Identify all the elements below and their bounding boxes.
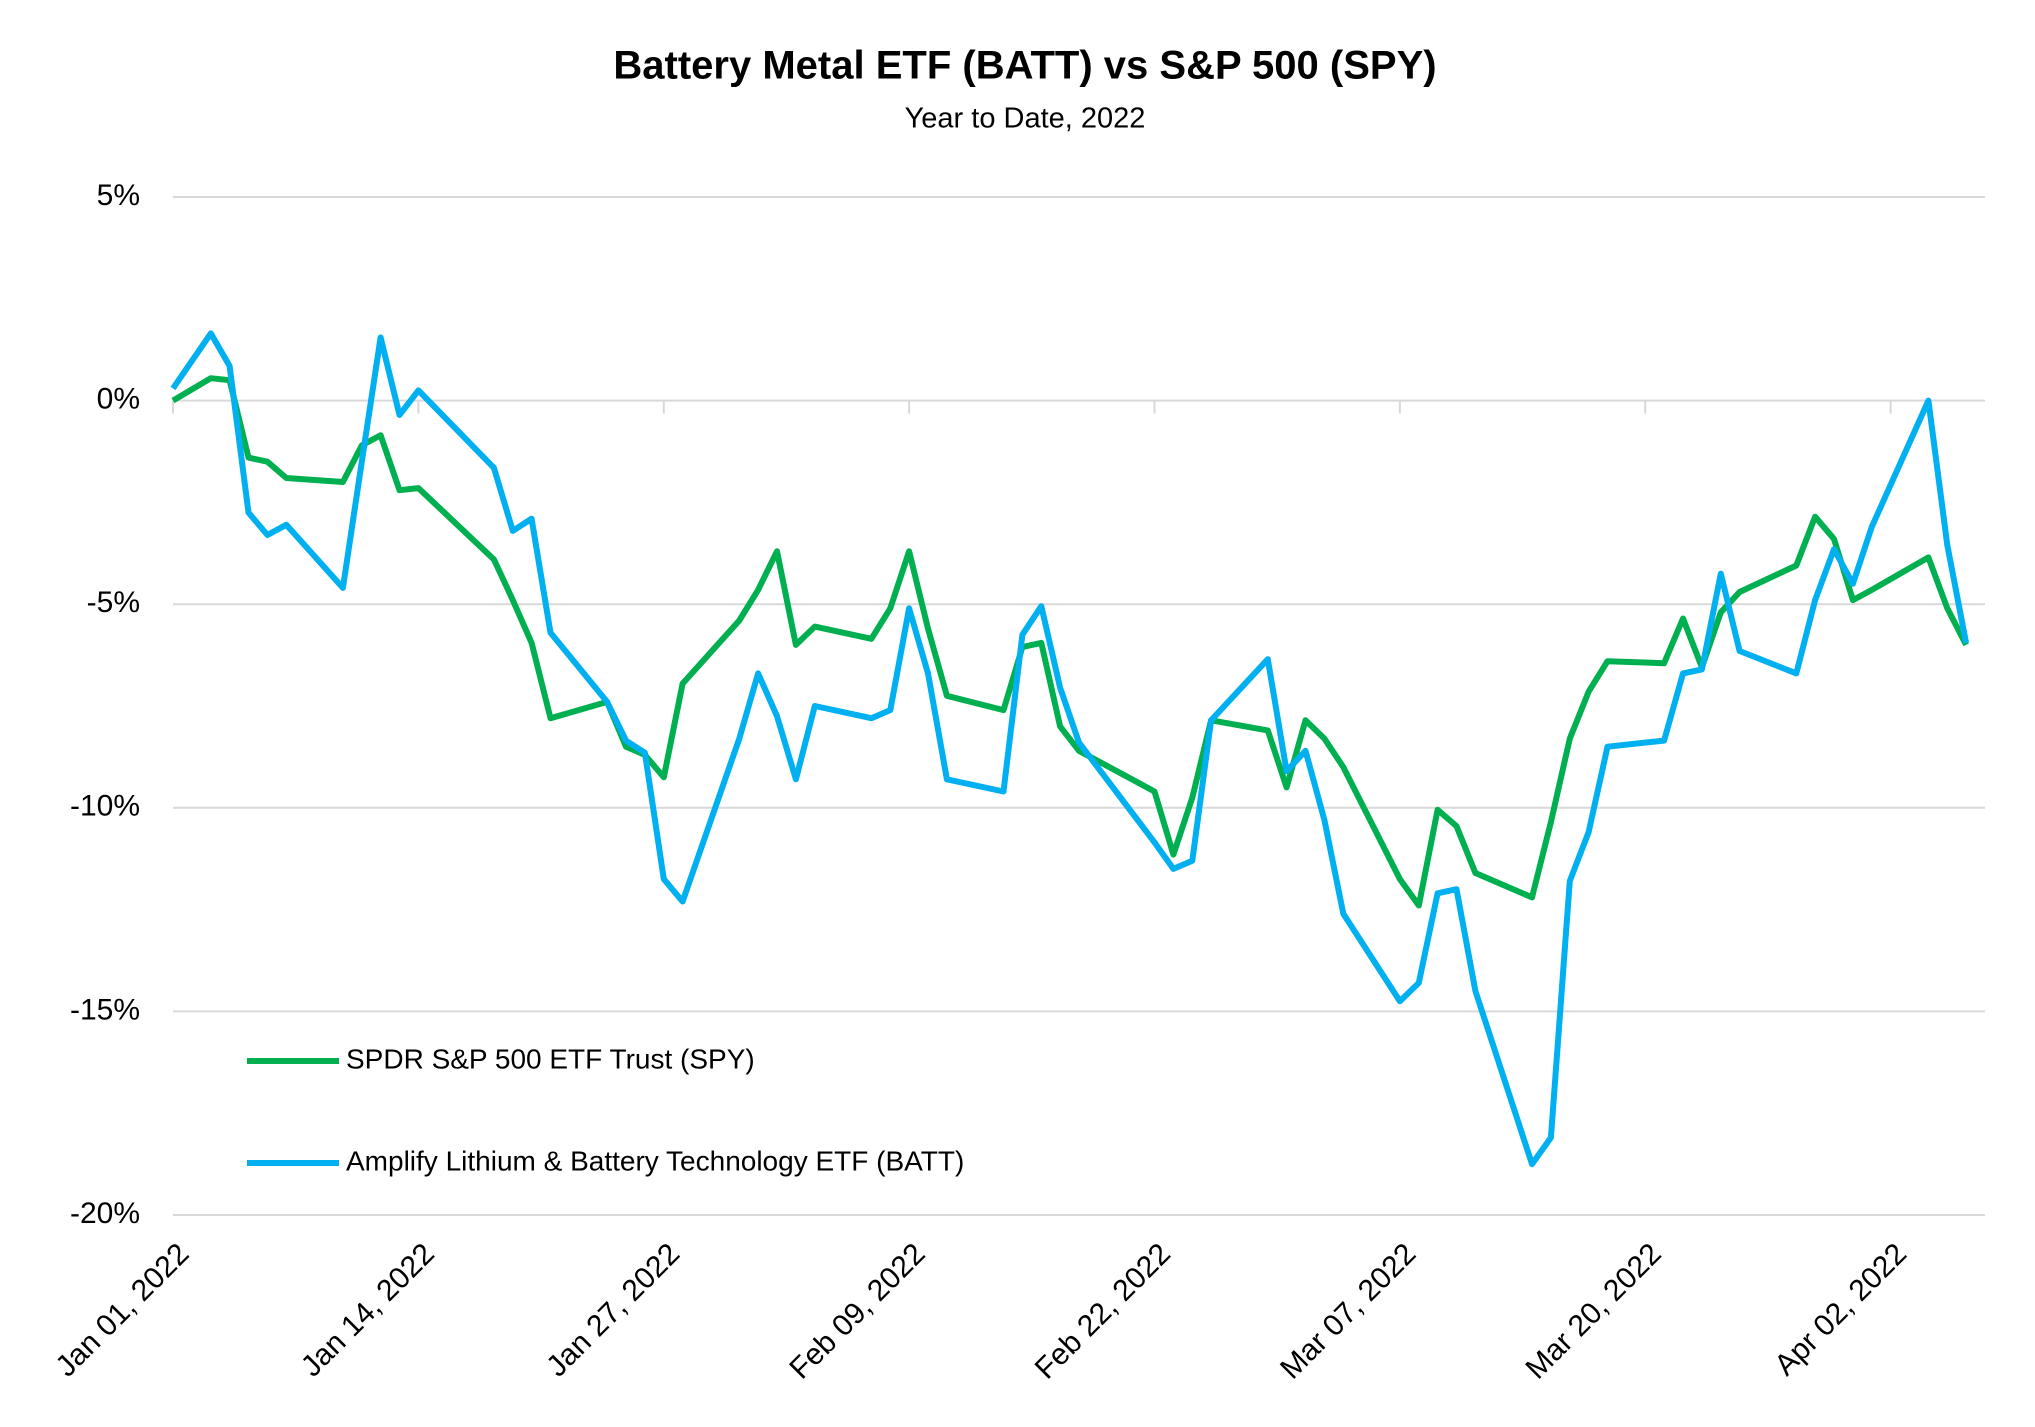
y-tick-label: -15% xyxy=(70,993,140,1026)
chart-subtitle: Year to Date, 2022 xyxy=(905,103,1146,135)
x-tick-label: Feb 09, 2022 xyxy=(783,1237,931,1385)
chart-title: Battery Metal ETF (BATT) vs S&P 500 (SPY… xyxy=(613,44,1436,88)
series-line xyxy=(171,375,1969,909)
x-tick-label: Jan 14, 2022 xyxy=(295,1237,441,1383)
x-tick-label: Apr 02, 2022 xyxy=(1768,1237,1913,1382)
x-tick-label: Mar 07, 2022 xyxy=(1274,1237,1422,1385)
y-tick-label: 5% xyxy=(97,179,140,212)
x-tick-label: Jan 27, 2022 xyxy=(540,1237,686,1383)
y-tick-label: -20% xyxy=(70,1197,140,1230)
legend-label: SPDR S&P 500 ETF Trust (SPY) xyxy=(346,1043,755,1074)
y-tick-label: -5% xyxy=(87,586,140,619)
x-tick-label: Feb 22, 2022 xyxy=(1029,1237,1177,1385)
x-tick-label: Mar 20, 2022 xyxy=(1519,1237,1667,1385)
series-line xyxy=(170,330,1970,1168)
y-tick-label: 0% xyxy=(97,383,140,416)
y-tick-label: -10% xyxy=(70,790,140,823)
legend-label: Amplify Lithium & Battery Technology ETF… xyxy=(346,1145,964,1176)
x-tick-label: Jan 01, 2022 xyxy=(50,1237,196,1383)
